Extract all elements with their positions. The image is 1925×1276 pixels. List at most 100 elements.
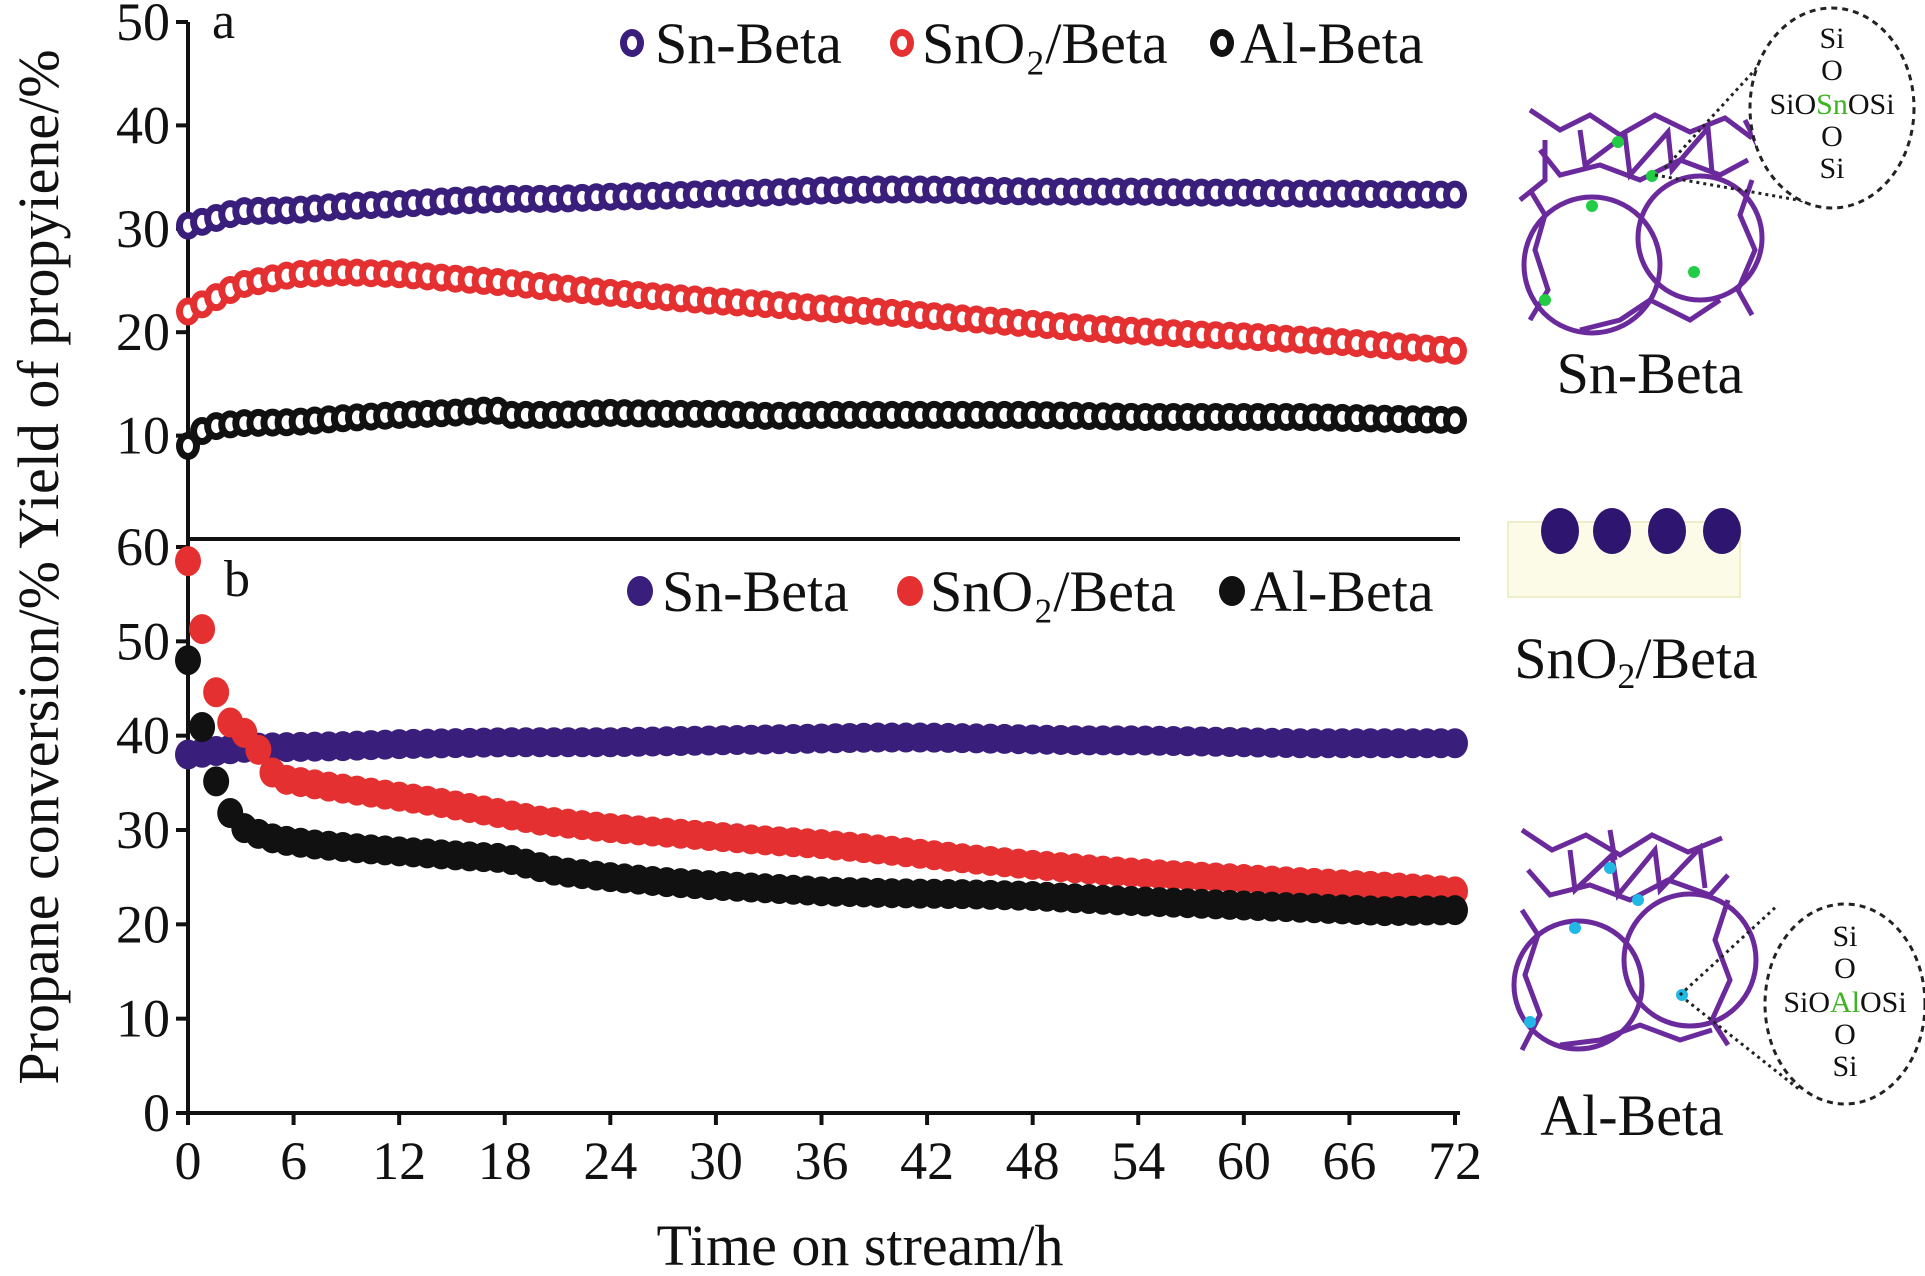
sn-ring-center-left: SiO: [1769, 88, 1816, 121]
y-tick-label: 20: [116, 894, 170, 954]
legend-label: SnO₂/Beta: [930, 559, 1176, 624]
data-marks: [175, 175, 1468, 927]
data-point: [203, 766, 230, 797]
data-point-highlight: [183, 438, 193, 453]
sno2-label-main: SnO: [1514, 626, 1617, 691]
x-tick-label: 48: [1006, 1131, 1060, 1191]
x-tick-label: 12: [372, 1131, 426, 1191]
panel-a-letter: a: [212, 0, 235, 50]
sn-zoom-connector-2: [1663, 46, 1777, 170]
x-tick-label: 66: [1322, 1131, 1376, 1191]
series-Al-Beta: [176, 396, 1467, 460]
al-ring-center-right: OSi: [1860, 986, 1907, 1019]
x-tick-label: 30: [689, 1131, 743, 1191]
sno2-particle: [1648, 508, 1686, 554]
sn-ring-top-si: Si: [1819, 22, 1844, 55]
y-tick-label: 50: [116, 611, 170, 671]
legend-label: Sn-Beta: [662, 559, 849, 624]
al-ring-center-left: SiO: [1783, 986, 1830, 1019]
sn-ring-bottom-o: O: [1821, 120, 1843, 153]
data-point: [175, 645, 201, 676]
sn-beta-framework-illustration: Si O SiOSnOSi O Si Sn-Beta: [1518, 6, 1916, 406]
y-tick-label: 0: [143, 1083, 170, 1143]
x-tick-label: 72: [1428, 1131, 1482, 1191]
sn-beta-structure-label: Sn-Beta: [1557, 341, 1744, 406]
series-Al-Beta: [175, 645, 1468, 927]
sn-ring-center-right: OSi: [1848, 88, 1895, 121]
data-point: [1442, 728, 1468, 759]
sn-ring-top-o: O: [1821, 54, 1843, 87]
sno2-particle: [1703, 508, 1741, 554]
sn-zoom-ring: [1748, 6, 1916, 210]
data-point: [189, 614, 216, 645]
sno2-beta-illustration: SnO2/Beta: [1507, 508, 1758, 696]
data-point-highlight: [1450, 343, 1460, 358]
data-point-highlight: [1450, 413, 1460, 428]
sno2-particle: [1541, 508, 1579, 554]
al-zoom-connector-1: [1678, 903, 1780, 997]
y-axis-title: Propane conversion/% Yield of propyiene/…: [6, 49, 71, 1084]
legend-label: Sn-Beta: [655, 11, 842, 76]
series-Sn-Beta: [175, 722, 1468, 770]
legend-marker-highlight: [627, 36, 637, 50]
al-zoom-ring: [1763, 902, 1925, 1106]
legend-label: Al-Beta: [1250, 559, 1434, 624]
al-ring-bottom-si: Si: [1832, 1050, 1857, 1083]
data-point: [245, 734, 272, 765]
y-tick-label: 30: [116, 800, 170, 860]
x-tick-label: 42: [900, 1131, 954, 1191]
al-ring-top-si: Si: [1832, 920, 1857, 953]
x-axis-title: Time on stream/h: [656, 1213, 1063, 1276]
data-point: [203, 677, 230, 708]
y-tick-label: 20: [116, 302, 170, 362]
al-beta-structure-label: Al-Beta: [1540, 1083, 1724, 1148]
series-SnO₂/Beta: [175, 546, 1468, 907]
al-beta-framework-illustration: Si O SiOAlOSi O Si Al-Beta: [1511, 827, 1925, 1148]
legend-marker: [1219, 576, 1245, 606]
legends: Sn-Beta SnO₂/Beta Al-Beta Sn-Beta SnO₂/Beta A…: [620, 11, 1434, 624]
sn-sites: [1539, 136, 1700, 306]
data-point: [189, 711, 216, 742]
sn-beta-framework-drawing: [1518, 107, 1765, 336]
y-tick-label: 40: [116, 706, 170, 766]
y-tick-label: 10: [116, 989, 170, 1049]
sn-ring-bottom-si: Si: [1819, 152, 1844, 185]
series-Sn-Beta: [176, 175, 1467, 240]
y-tick-label: 30: [116, 199, 170, 259]
legend-label: SnO₂/Beta: [922, 11, 1168, 76]
data-point-highlight: [1450, 187, 1460, 202]
sno2-label-sub: 2: [1617, 656, 1635, 696]
x-tick-label: 0: [175, 1131, 202, 1191]
legend-marker-highlight: [897, 36, 907, 50]
al-zoom-connector-2: [1685, 998, 1801, 1092]
y-tick-label: 60: [116, 517, 170, 577]
al-ring-center-al: Al: [1830, 986, 1860, 1019]
al-sites: [1524, 862, 1688, 1028]
y-tick-label: 40: [116, 95, 170, 155]
al-ring-center: SiOAlOSi: [1783, 986, 1906, 1019]
sno2-particle: [1593, 508, 1631, 554]
legend-marker-highlight: [1217, 36, 1227, 50]
data-point: [1442, 895, 1468, 926]
al-ring-top-o: O: [1834, 952, 1856, 985]
sno2-label-tail: /Beta: [1635, 626, 1757, 691]
sn-ring-center: SiOSnOSi: [1769, 88, 1894, 121]
legend-label: Al-Beta: [1240, 11, 1424, 76]
x-tick-label: 36: [795, 1131, 849, 1191]
panel-b-letter: b: [224, 551, 250, 608]
y-tick-label: 50: [116, 0, 170, 52]
x-tick-label: 6: [280, 1131, 307, 1191]
data-point: [175, 546, 201, 577]
y-tick-label: 10: [116, 406, 170, 466]
legend-marker: [897, 576, 923, 606]
series-SnO₂/Beta: [176, 258, 1467, 365]
x-tick-label: 60: [1217, 1131, 1271, 1191]
x-tick-label: 54: [1111, 1131, 1165, 1191]
sno2-beta-structure-label: SnO2/Beta: [1514, 626, 1758, 696]
sn-ring-center-sn: Sn: [1816, 88, 1848, 121]
al-ring-bottom-o: O: [1834, 1018, 1856, 1051]
x-tick-label: 24: [583, 1131, 637, 1191]
x-tick-label: 18: [478, 1131, 532, 1191]
al-beta-framework-drawing: [1511, 827, 1759, 1052]
